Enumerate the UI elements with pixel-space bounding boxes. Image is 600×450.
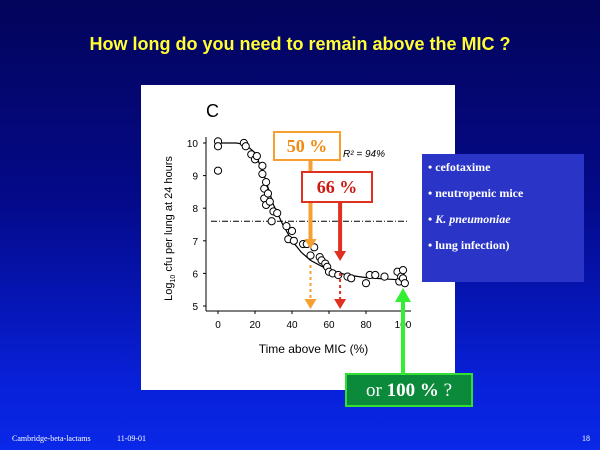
callout-100-suffix: ?	[443, 380, 452, 401]
orange-drop-arrow	[304, 265, 317, 309]
orange-drop-arrow-head	[304, 299, 317, 309]
x-tick-label: 100	[395, 320, 412, 331]
data-point	[258, 161, 267, 170]
data-point	[361, 279, 371, 288]
page-number: 18	[582, 434, 590, 443]
footer-date: 11-09-01	[117, 434, 147, 443]
data-point	[267, 217, 276, 226]
data-point	[258, 169, 267, 179]
data-point	[213, 142, 223, 151]
data-point	[273, 208, 282, 218]
data-point	[262, 178, 271, 187]
data-point	[306, 251, 315, 260]
y-tick-label: 5	[192, 302, 198, 313]
data-point	[252, 151, 261, 161]
condition-item: • neutropenic mice	[428, 186, 524, 200]
callout-50-percent: 50 %	[273, 131, 341, 161]
y-tick-label: 10	[187, 139, 199, 150]
red-drop-arrow	[334, 273, 347, 309]
x-tick-label: 0	[215, 320, 221, 331]
data-point	[241, 142, 250, 151]
y-tick-label: 8	[192, 204, 198, 215]
data-point	[380, 272, 389, 281]
condition-text: cefotaxime	[435, 160, 491, 174]
condition-item: • cefotaxime	[428, 160, 491, 174]
footer-source: Cambridge-beta-lactams	[12, 434, 91, 443]
condition-item: • K. pneumoniae	[428, 212, 511, 226]
y-tick-label: 9	[192, 172, 198, 183]
slide-title: How long do you need to remain above the…	[89, 34, 511, 54]
callout-100-prefix: or	[365, 380, 382, 401]
callout-100-percent: or 100 % ?	[345, 373, 473, 407]
data-point	[398, 266, 408, 275]
chart-marks	[211, 137, 409, 309]
data-point	[347, 274, 356, 283]
condition-text: lung infection)	[435, 238, 510, 252]
y-axis-label: Log10 cfu per lung at 24 hours	[163, 156, 177, 301]
red-arrow	[334, 203, 347, 261]
red-drop-arrow-head	[334, 299, 347, 309]
x-tick-label: 20	[249, 320, 261, 331]
data-point	[371, 270, 380, 280]
x-tick-label: 60	[323, 320, 335, 331]
data-point	[265, 197, 274, 206]
r-squared-annotation: R² = 94%	[343, 149, 385, 160]
data-point	[282, 222, 291, 231]
data-point	[263, 189, 273, 198]
y-tick-label: 7	[192, 237, 198, 248]
callout-66-percent: 66 %	[301, 171, 373, 203]
y-tick-label: 6	[192, 269, 198, 280]
red-arrow-head	[334, 251, 347, 261]
x-tick-label: 40	[286, 320, 298, 331]
data-point	[400, 279, 409, 288]
orange-arrow-head	[304, 239, 317, 249]
x-axis-label: Time above MIC (%)	[259, 342, 369, 356]
data-point	[289, 236, 298, 245]
condition-text: K. pneumoniae	[435, 212, 511, 226]
condition-item: • lung infection)	[428, 238, 510, 252]
condition-text: neutropenic mice	[435, 186, 524, 200]
callout-100-value: 100 %	[386, 380, 439, 401]
panel-label: C	[206, 101, 219, 121]
conditions-box: • cefotaxime • neutropenic mice • K. pne…	[422, 154, 584, 282]
data-point	[287, 226, 297, 236]
data-point	[213, 166, 223, 175]
x-tick-label: 80	[360, 320, 372, 331]
